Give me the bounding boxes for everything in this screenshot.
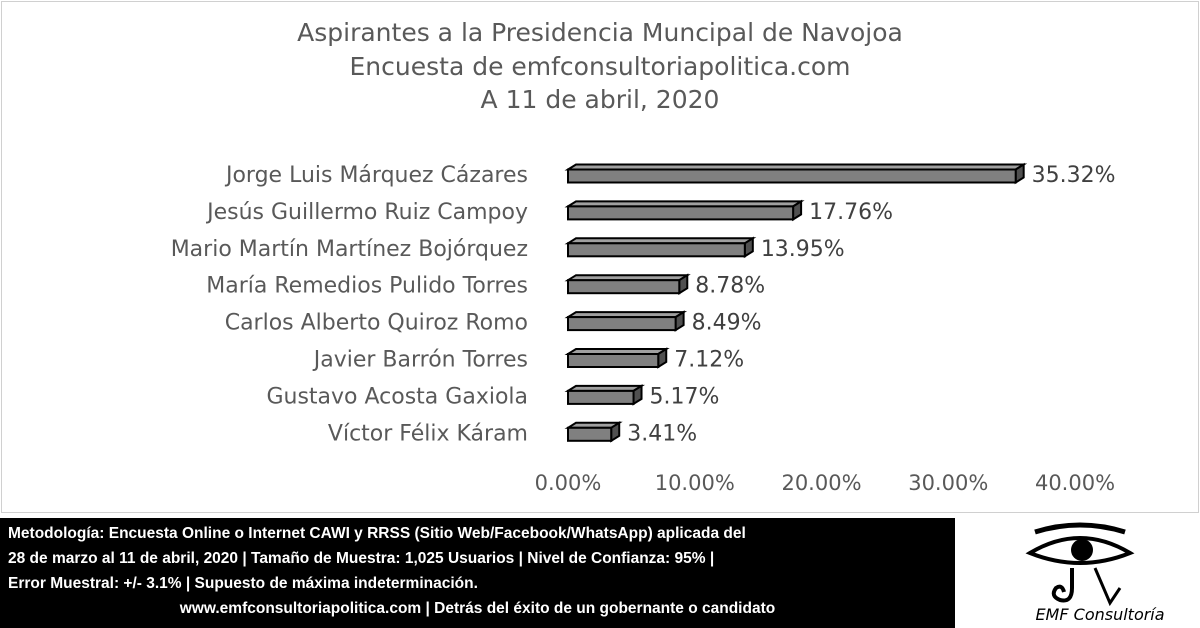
footer-tagline: www.emfconsultoriapolitica.com | Detrás … [179,600,776,617]
methodology-line: Metodología: Encuesta Online o Internet … [8,525,746,542]
bar [567,279,681,295]
category-label: Gustavo Acosta Gaxiola [266,384,528,409]
chart-area [1,1,1199,513]
data-label: 3.41% [627,421,697,446]
data-label: 17.76% [809,200,893,225]
category-label: Víctor Félix Káram [328,421,528,446]
bar [567,168,1017,184]
bar [567,353,660,368]
bar [567,389,635,405]
bar [567,316,677,332]
x-tick-label: 20.00% [781,471,861,495]
chart-title-line-3: A 11 de abril, 2020 [480,85,720,114]
logo-text: EMF Consultoría [1035,605,1164,624]
x-tick-label: 40.00% [1035,471,1115,495]
x-tick-label: 0.00% [535,471,602,495]
bar [567,426,613,442]
bar [567,205,795,221]
category-label: Javier Barrón Torres [312,348,528,373]
x-tick-label: 30.00% [908,471,988,495]
data-label: 7.12% [674,348,744,373]
data-label: 13.95% [761,237,845,262]
bar [567,242,746,258]
methodology-footer: Metodología: Encuesta Online o Internet … [0,518,955,628]
data-label: 35.32% [1032,163,1116,188]
chart-title-line-1: Aspirantes a la Presidencia Muncipal de … [297,18,903,47]
methodology-line: Error Muestral: +/- 3.1% | Supuesto de m… [8,575,478,592]
category-label: María Remedios Pulido Torres [206,274,528,299]
data-label: 5.17% [650,384,720,409]
methodology-line: 28 de marzo al 11 de abril, 2020 | Tamañ… [8,550,715,567]
category-label: Jesús Guillermo Ruiz Campoy [205,200,528,225]
category-label: Carlos Alberto Quiroz Romo [225,311,528,336]
x-tick-label: 10.00% [655,471,735,495]
data-label: 8.78% [695,274,765,299]
category-label: Mario Martín Martínez Bojórquez [171,237,528,262]
bar-chart: Jorge Luis Márquez Cázares 35.32% Jesús Gu… [171,162,1116,495]
eye-of-horus-icon: EMF Consultoría [1025,522,1165,624]
chart-title-line-2: Encuesta de emfconsultoriapolitica.com [349,52,851,81]
data-label: 8.49% [692,311,762,336]
category-label: Jorge Luis Márquez Cázares [224,163,528,188]
